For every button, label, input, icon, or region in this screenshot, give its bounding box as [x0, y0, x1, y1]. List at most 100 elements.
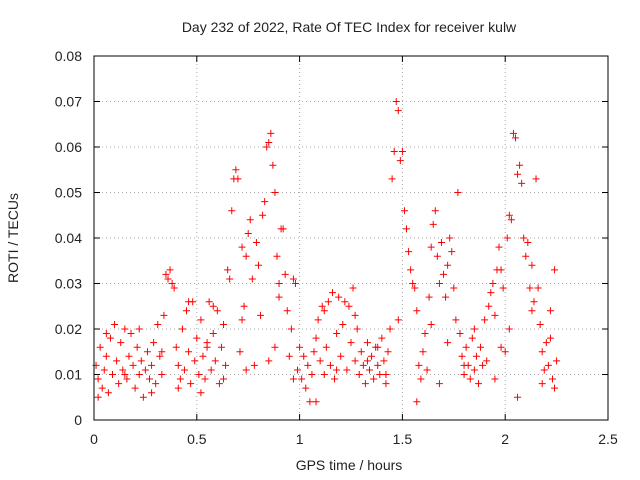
data-point	[538, 380, 546, 388]
data-point	[501, 348, 509, 356]
data-point	[320, 307, 328, 315]
data-point	[394, 316, 402, 324]
data-point	[382, 371, 390, 378]
data-point	[217, 343, 225, 351]
data-point	[195, 371, 203, 378]
data-point	[431, 207, 439, 215]
data-point	[185, 298, 193, 306]
data-point	[468, 334, 476, 342]
data-point	[283, 307, 291, 315]
data-point	[174, 384, 182, 392]
data-point	[530, 298, 538, 306]
data-point	[528, 307, 536, 315]
data-point	[238, 316, 246, 324]
data-point	[511, 134, 519, 142]
data-point	[172, 343, 180, 351]
data-point	[345, 302, 353, 310]
data-point	[403, 225, 411, 233]
x-axis-label: GPS time / hours	[296, 457, 403, 473]
data-point	[405, 248, 413, 256]
x-tick-labels: 0 0.5 1 1.5 2 2.5	[90, 431, 618, 447]
data-point	[534, 284, 542, 292]
data-point	[102, 352, 110, 360]
data-point	[542, 339, 550, 347]
data-point	[390, 148, 398, 156]
data-point	[135, 325, 143, 333]
data-point	[281, 270, 289, 278]
x-tick-label: 2.5	[598, 431, 618, 447]
data-point	[462, 343, 470, 351]
data-point	[433, 252, 441, 260]
data-point	[271, 189, 279, 196]
data-point	[312, 334, 320, 342]
data-point	[160, 311, 168, 319]
data-point	[312, 398, 320, 406]
data-point	[111, 320, 119, 328]
data-point	[355, 371, 363, 378]
data-point	[421, 330, 429, 338]
data-point	[429, 220, 437, 228]
data-point	[310, 348, 318, 356]
data-point	[158, 371, 166, 378]
data-point	[328, 289, 336, 297]
data-point	[123, 375, 131, 383]
data-point	[505, 211, 513, 219]
y-tick-label: 0.03	[55, 276, 82, 292]
data-point	[343, 366, 351, 374]
data-point	[437, 239, 445, 247]
y-tick-label: 0.07	[55, 94, 82, 110]
data-point	[505, 325, 513, 333]
data-point	[289, 275, 297, 283]
data-point	[199, 352, 207, 360]
data-point	[520, 234, 528, 242]
data-point	[458, 352, 466, 360]
data-point	[125, 352, 133, 360]
data-point	[472, 352, 480, 360]
data-point	[470, 325, 478, 333]
y-tick-label: 0.04	[55, 230, 82, 246]
data-point	[259, 211, 267, 219]
x-tick-label: 1.5	[393, 431, 413, 447]
data-point	[357, 348, 365, 356]
data-point	[104, 389, 112, 397]
data-point	[174, 361, 182, 369]
data-point	[98, 384, 106, 392]
data-point	[131, 384, 139, 392]
data-point	[495, 243, 503, 251]
data-point	[306, 398, 314, 406]
data-point	[474, 380, 482, 388]
data-points	[92, 98, 561, 406]
data-point	[361, 380, 369, 388]
data-point	[236, 348, 244, 356]
data-point	[368, 352, 376, 360]
data-point	[407, 266, 415, 274]
data-point	[444, 339, 452, 347]
data-point	[470, 366, 478, 374]
data-point	[507, 216, 515, 224]
chart-title: Day 232 of 2022, Rate Of TEC Index for r…	[182, 19, 517, 35]
data-point	[466, 375, 474, 383]
data-point	[267, 129, 275, 137]
data-point	[146, 375, 154, 383]
data-point	[415, 361, 423, 369]
data-point	[296, 343, 304, 351]
data-point	[339, 320, 347, 328]
data-point	[164, 275, 172, 283]
data-point	[129, 361, 137, 369]
y-tick-label: 0.01	[55, 367, 82, 383]
data-point	[197, 316, 205, 324]
y-tick-label: 0.02	[55, 321, 82, 337]
data-point	[314, 316, 322, 324]
data-point	[183, 307, 191, 315]
data-point	[454, 189, 462, 196]
data-point	[460, 371, 468, 378]
data-point	[487, 289, 495, 297]
data-point	[320, 371, 328, 378]
data-point	[322, 343, 330, 351]
x-tick-label: 0	[90, 431, 98, 447]
data-point	[106, 334, 114, 342]
data-point	[341, 298, 349, 306]
data-point	[546, 307, 554, 315]
data-point	[308, 371, 316, 378]
data-point	[254, 261, 262, 269]
